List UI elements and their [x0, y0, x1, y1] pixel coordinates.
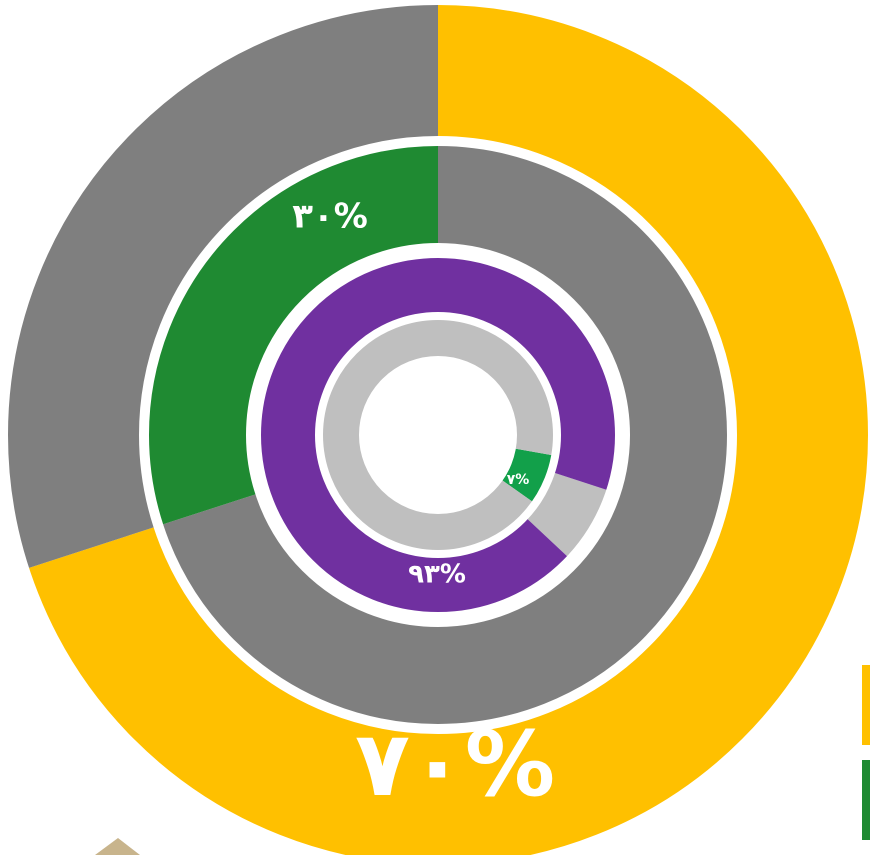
- slice: [258, 256, 618, 615]
- slice: [146, 144, 438, 525]
- ring-gap: [246, 243, 630, 627]
- ring-gap: [4, 1, 870, 855]
- ring-gap: [145, 142, 731, 728]
- value-label: ۹۳%: [408, 560, 466, 590]
- value-label: ۷۰%: [355, 712, 555, 817]
- value-label: ۷%: [507, 472, 530, 488]
- slice: [27, 3, 870, 855]
- ring-gap: [359, 356, 517, 514]
- legend-swatch: [862, 665, 870, 745]
- slice: [5, 3, 438, 569]
- legend-swatch: [862, 760, 870, 840]
- ring-gap: [257, 254, 619, 616]
- ring-gap: [319, 316, 557, 554]
- ring-gap: [315, 312, 561, 558]
- slice: [161, 144, 729, 726]
- value-label: ۳۰%: [292, 197, 368, 237]
- slice: [321, 317, 556, 552]
- ring-gap: [139, 136, 737, 734]
- decoration: [95, 838, 140, 855]
- slice: [526, 472, 609, 558]
